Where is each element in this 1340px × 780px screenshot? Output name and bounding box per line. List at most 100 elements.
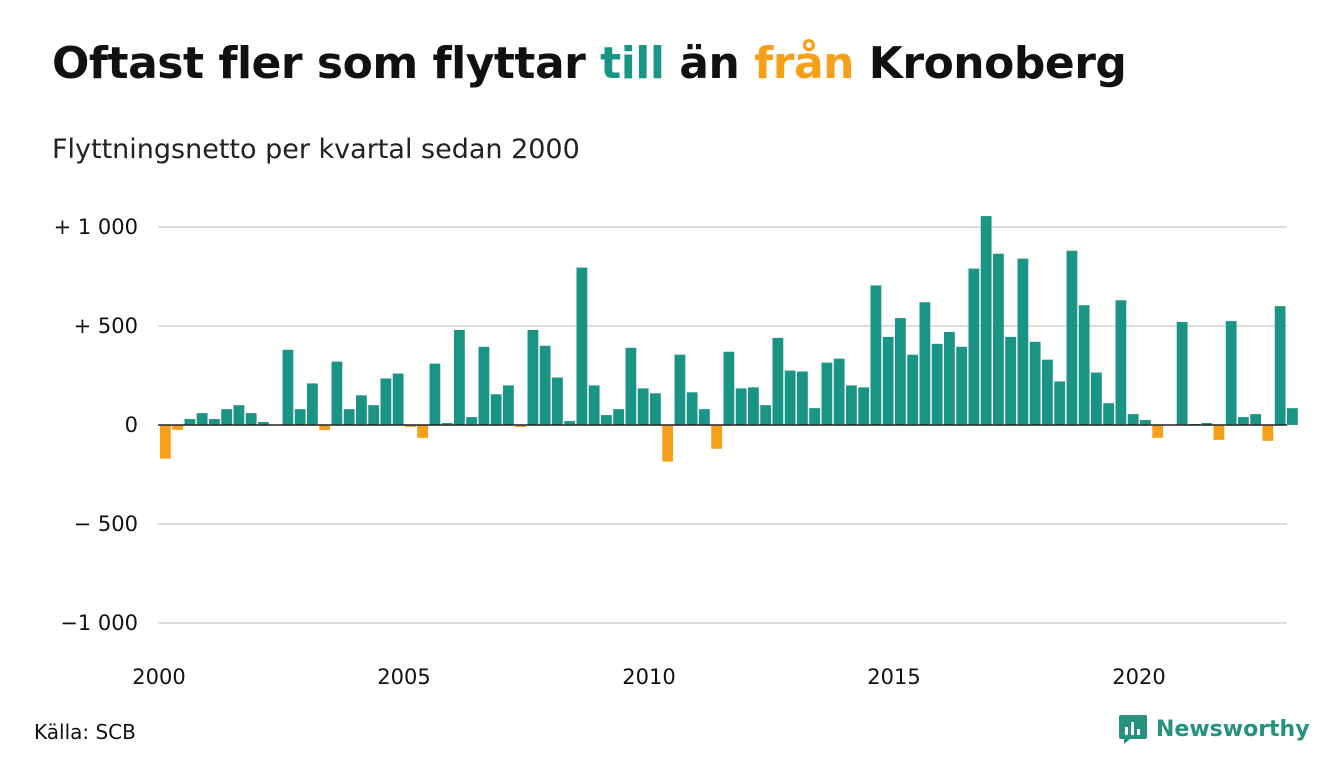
chart-subtitle: Flyttningsnetto per kvartal sedan 2000 xyxy=(52,134,580,165)
y-tick-label: − 500 xyxy=(74,512,138,536)
bar xyxy=(784,370,796,425)
bar xyxy=(882,336,894,425)
bar xyxy=(356,395,367,425)
bar xyxy=(1201,423,1213,425)
bar xyxy=(1274,306,1286,425)
bar xyxy=(417,425,429,438)
bar xyxy=(392,373,404,425)
bar xyxy=(160,425,171,459)
bar xyxy=(1262,425,1274,441)
bar xyxy=(760,405,772,425)
chart-title: Oftast fler som flyttar till än från Kro… xyxy=(52,38,1127,89)
bar xyxy=(196,413,208,425)
bar xyxy=(809,408,821,425)
bar xyxy=(931,343,943,425)
bar xyxy=(319,425,331,430)
bar xyxy=(466,417,478,425)
bar xyxy=(748,387,759,425)
bar xyxy=(907,354,919,425)
bar xyxy=(221,409,233,425)
y-tick-label: + 1 000 xyxy=(54,215,138,239)
bar xyxy=(1005,336,1017,425)
bar xyxy=(735,388,747,425)
bar xyxy=(233,405,245,425)
bar xyxy=(1127,414,1139,425)
bar xyxy=(968,268,980,425)
bar xyxy=(711,425,723,449)
bar xyxy=(821,362,833,425)
bar xyxy=(490,394,502,425)
bar xyxy=(846,385,857,425)
bar xyxy=(1152,425,1164,438)
bar xyxy=(184,419,196,425)
bar xyxy=(1066,250,1078,425)
bar xyxy=(944,331,955,425)
bar xyxy=(1078,305,1090,425)
bars xyxy=(160,216,1298,462)
bar xyxy=(258,422,269,425)
bar xyxy=(895,318,906,425)
bar xyxy=(564,421,576,425)
bar xyxy=(637,388,649,425)
bar xyxy=(515,425,527,427)
title-part-1: Oftast fler som flyttar xyxy=(52,38,601,89)
bar xyxy=(1140,420,1151,425)
x-tick-label: 2000 xyxy=(132,665,185,689)
newsworthy-logo-icon xyxy=(1119,715,1147,744)
x-tick-label: 2010 xyxy=(622,665,675,689)
bar xyxy=(307,383,318,425)
bar xyxy=(539,345,551,425)
bar xyxy=(772,337,784,425)
x-tick-label: 2020 xyxy=(1112,665,1165,689)
bar xyxy=(650,393,661,425)
bar xyxy=(797,371,808,425)
y-tick-label: + 500 xyxy=(74,314,138,338)
bar xyxy=(380,378,392,425)
bar xyxy=(1287,408,1298,425)
bar xyxy=(172,425,184,430)
bar xyxy=(1176,322,1188,425)
bar xyxy=(294,409,306,425)
bar-chart: + 1 000 + 500 0 − 500 −1 000 2000 2005 2010 2015… xyxy=(54,215,1298,689)
bar xyxy=(625,347,637,425)
source-note: Källa: SCB xyxy=(34,720,136,744)
title-part-2: än xyxy=(664,38,755,89)
bar xyxy=(723,351,735,425)
bar xyxy=(1213,425,1225,440)
bar xyxy=(956,346,968,425)
bar xyxy=(405,425,416,427)
y-tick-label: 0 xyxy=(125,413,138,437)
brand-name: Newsworthy xyxy=(1156,716,1310,742)
bar xyxy=(209,419,220,425)
bar xyxy=(858,387,870,425)
bar xyxy=(552,377,563,425)
bar xyxy=(613,409,625,425)
bar xyxy=(441,423,453,425)
bar xyxy=(331,361,343,425)
bar xyxy=(1029,341,1041,425)
bar xyxy=(1091,372,1102,425)
title-till: till xyxy=(600,38,665,89)
bar xyxy=(245,413,257,425)
bar xyxy=(601,415,612,425)
bar xyxy=(1017,258,1029,425)
bar xyxy=(993,253,1004,425)
bar xyxy=(699,409,710,425)
bar xyxy=(1238,417,1249,425)
bar xyxy=(919,302,931,425)
bar xyxy=(478,346,490,425)
bar xyxy=(1054,381,1066,425)
bar xyxy=(588,385,600,425)
bar xyxy=(1250,414,1262,425)
bar xyxy=(980,216,992,425)
grid-lines xyxy=(158,226,1287,624)
bar xyxy=(833,358,845,425)
x-tick-label: 2005 xyxy=(377,665,430,689)
bar xyxy=(686,392,698,425)
brand-logo: Newsworthy xyxy=(1118,712,1310,746)
bar xyxy=(1042,359,1053,425)
bar xyxy=(503,385,514,425)
title-part-3: Kronoberg xyxy=(853,38,1127,89)
bar xyxy=(576,267,588,425)
bar xyxy=(454,329,465,425)
